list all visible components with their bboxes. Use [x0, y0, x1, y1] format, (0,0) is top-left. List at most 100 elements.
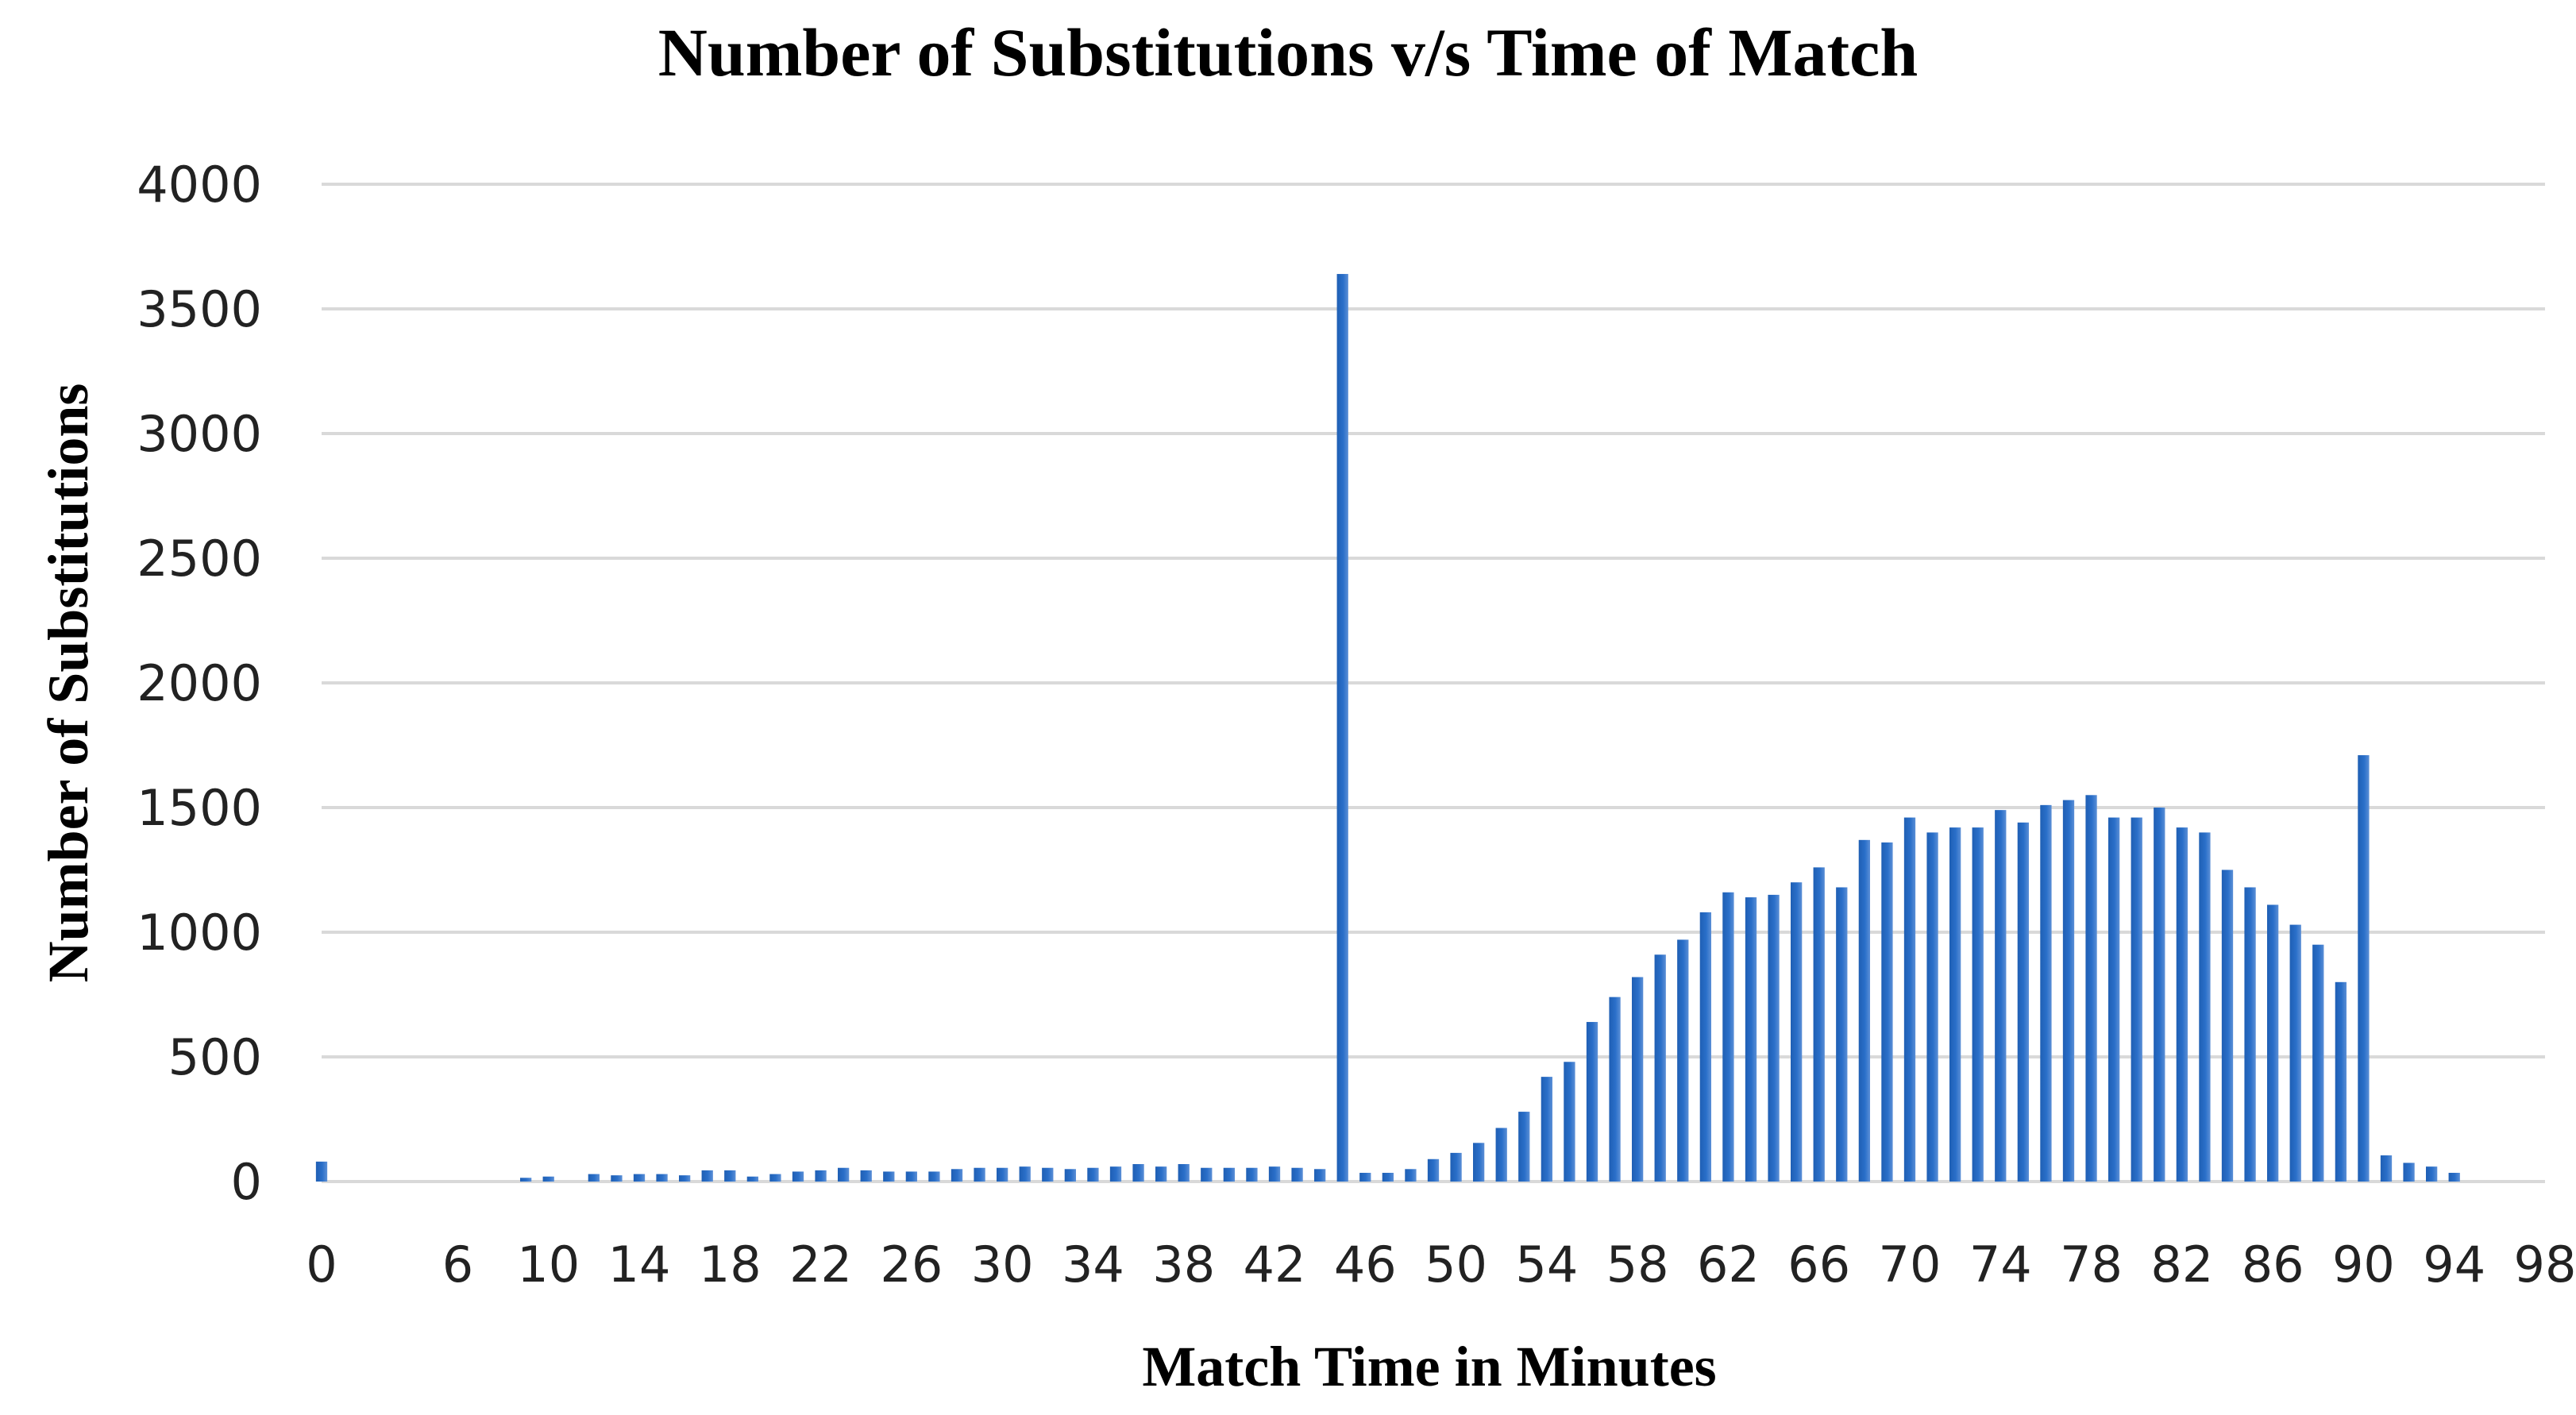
- bar-minute-64: [1768, 894, 1780, 1182]
- bar-minute-68: [1858, 839, 1870, 1182]
- bar-minute-74: [1995, 810, 2007, 1182]
- x-tick-label: 38: [1152, 1236, 1215, 1294]
- bar-minute-12: [588, 1174, 600, 1182]
- y-tick-label: 2500: [137, 530, 262, 588]
- bar-minute-82: [2176, 827, 2188, 1182]
- bar-minute-19: [746, 1176, 758, 1182]
- bar-minute-63: [1745, 897, 1757, 1182]
- bar-minute-28: [951, 1169, 963, 1182]
- bar-minute-61: [1699, 912, 1711, 1182]
- bar-minute-51: [1473, 1143, 1485, 1182]
- y-axis-title: Number of Substitutions: [37, 384, 100, 983]
- bar-minute-27: [928, 1171, 940, 1182]
- bar-minute-57: [1609, 997, 1621, 1182]
- bar-minute-35: [1109, 1166, 1122, 1182]
- bar-minute-44: [1314, 1169, 1326, 1182]
- bar-minute-83: [2199, 832, 2211, 1182]
- bar-minute-67: [1836, 887, 1848, 1182]
- bar-minute-26: [905, 1171, 917, 1182]
- bar-minute-92: [2403, 1162, 2415, 1182]
- bar-minute-37: [1155, 1166, 1167, 1182]
- bar-minute-39: [1201, 1167, 1213, 1182]
- bar-minute-47: [1382, 1173, 1394, 1182]
- x-tick-label: 42: [1244, 1236, 1306, 1294]
- y-tick-label: 3500: [137, 280, 262, 338]
- bar-minute-48: [1405, 1169, 1417, 1182]
- x-tick-label: 90: [2332, 1236, 2395, 1294]
- bar-minute-81: [2154, 808, 2165, 1182]
- y-tick-label: 500: [168, 1028, 262, 1086]
- chart-title: Number of Substitutions v/s Time of Matc…: [658, 14, 1918, 91]
- bar-minute-9: [520, 1178, 532, 1182]
- bar-minute-77: [2062, 800, 2075, 1182]
- bar-minute-89: [2335, 981, 2347, 1182]
- bar-minute-84: [2221, 869, 2234, 1182]
- x-axis-ticks: 0 6 10 14 18 22 26 30 34 38 42 46 50 54 58 62 66 70 74 78 82…: [306, 1236, 2576, 1294]
- bar-minute-45: [1336, 274, 1348, 1182]
- x-tick-label: 78: [2060, 1236, 2123, 1294]
- x-tick-label: 0: [306, 1236, 337, 1294]
- bar-minute-91: [2380, 1155, 2393, 1182]
- bar-minute-56: [1586, 1022, 1598, 1182]
- y-tick-label: 1500: [137, 779, 262, 837]
- y-tick-label: 0: [231, 1153, 262, 1211]
- x-tick-label: 50: [1425, 1236, 1487, 1294]
- bar-minute-58: [1632, 977, 1644, 1182]
- x-tick-label: 58: [1606, 1236, 1669, 1294]
- bar-minute-24: [860, 1170, 872, 1182]
- x-tick-label: 26: [880, 1236, 943, 1294]
- bar-minute-0: [315, 1161, 328, 1182]
- bar-minute-21: [792, 1171, 804, 1182]
- x-tick-label: 54: [1515, 1236, 1578, 1294]
- bar-minute-50: [1450, 1152, 1462, 1182]
- bar-minute-54: [1541, 1077, 1552, 1182]
- bar-minute-79: [2108, 817, 2120, 1182]
- bar-minute-17: [701, 1170, 713, 1182]
- bar-minute-86: [2267, 904, 2279, 1182]
- bar-minute-29: [974, 1167, 985, 1182]
- bar-minute-70: [1903, 817, 1916, 1182]
- bar-minute-18: [724, 1170, 736, 1182]
- x-axis-title: Match Time in Minutes: [1142, 1335, 1716, 1398]
- bar-minute-46: [1359, 1173, 1371, 1182]
- x-tick-label: 18: [699, 1236, 762, 1294]
- bar-minute-15: [656, 1174, 668, 1182]
- bar-minute-36: [1132, 1164, 1144, 1182]
- bar-minute-88: [2312, 944, 2324, 1182]
- bar-minute-75: [2017, 822, 2029, 1182]
- bar-minute-53: [1518, 1112, 1530, 1182]
- x-tick-label: 34: [1062, 1236, 1124, 1294]
- y-axis-ticks: 0 500 1000 1500 2000 2500 3000 3500 4000: [137, 156, 262, 1211]
- bar-minute-22: [815, 1170, 827, 1182]
- bar-minute-23: [838, 1167, 850, 1182]
- bar-minute-43: [1291, 1167, 1303, 1182]
- bar-minute-71: [1926, 832, 1938, 1182]
- bar-minute-10: [542, 1176, 554, 1182]
- y-tick-label: 1000: [137, 904, 262, 962]
- x-tick-label: 86: [2242, 1236, 2304, 1294]
- bar-minute-87: [2289, 924, 2301, 1182]
- bar-minute-55: [1564, 1062, 1575, 1182]
- bar-minute-33: [1064, 1169, 1076, 1182]
- bar-minute-60: [1677, 939, 1689, 1182]
- x-tick-label: 6: [442, 1236, 473, 1294]
- bar-minute-38: [1178, 1164, 1190, 1182]
- bar-minute-20: [769, 1174, 781, 1182]
- y-tick-label: 4000: [137, 156, 262, 214]
- bar-minute-62: [1722, 892, 1734, 1182]
- bar-minute-66: [1813, 867, 1825, 1182]
- x-tick-label: 82: [2150, 1236, 2213, 1294]
- bar-minute-69: [1881, 842, 1893, 1182]
- x-tick-label: 46: [1334, 1236, 1397, 1294]
- x-tick-label: 14: [608, 1236, 671, 1294]
- y-tick-label: 3000: [137, 405, 262, 463]
- y-tick-label: 2000: [137, 654, 262, 712]
- bar-minute-59: [1654, 954, 1666, 1182]
- x-tick-label: 10: [517, 1236, 580, 1294]
- bar-minute-94: [2448, 1173, 2460, 1182]
- bar-minute-52: [1495, 1128, 1507, 1182]
- x-tick-label: 74: [1969, 1236, 2032, 1294]
- x-tick-label: 94: [2423, 1236, 2485, 1294]
